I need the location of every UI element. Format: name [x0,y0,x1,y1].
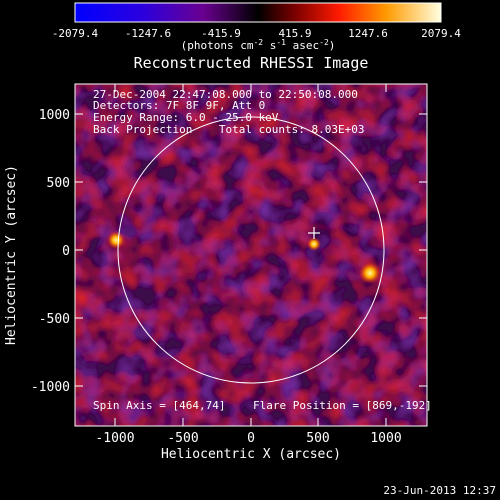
info-method-counts: Back Projection Total counts: 8.03E+03 [93,123,365,136]
colorbar-tick-label: 2079.4 [421,27,461,40]
colorbar-tick-label: -415.9 [201,27,241,40]
colorbar-tick-label: 415.9 [278,27,311,40]
hot-source [359,262,381,284]
y-tick-label: 500 [47,176,70,191]
colorbar-units: (photons cm-2 s-1 asec-2) [181,38,336,52]
image-plot [75,84,427,426]
y-tick-label: -1000 [31,380,70,395]
info-time-range: 27-Dec-2004 22:47:08.000 to 22:50:08.000 [93,88,358,101]
colorbar: -2079.4 -1247.6 -415.9 415.9 1247.6 2079.4 [52,2,461,40]
hot-source [107,231,125,249]
spin-axis-text: Spin Axis = [464,74] [93,399,225,412]
axis-ticks [75,84,427,426]
x-tick-label: 500 [306,431,329,446]
flare-position-text: Flare Position = [869,-192] [253,399,432,412]
y-axis-label: Heliocentric Y (arcsec) [4,165,19,345]
colorbar-ticks: -2079.4 -1247.6 -415.9 415.9 1247.6 2079.4 [52,27,461,40]
x-tick-label: -1000 [95,431,134,446]
solar-limb [117,116,385,384]
colorbar-tick-label: -2079.4 [52,27,99,40]
image-data [75,84,427,426]
y-tick-label: 0 [62,244,70,259]
colorbar-tick-label: -1247.6 [125,27,171,40]
plot-title: Reconstructed RHESSI Image [134,54,369,72]
colorbar-gradient [74,2,442,23]
info-block: 27-Dec-2004 22:47:08.000 to 22:50:08.000… [93,88,365,136]
colorbar-tick-label: 1247.6 [348,27,388,40]
y-tick-label: -500 [39,312,70,327]
x-axis-label: Heliocentric X (arcsec) [161,447,341,462]
timestamp: 23-Jun-2013 12:37 [383,484,496,497]
x-tick-label: 1000 [370,431,401,446]
y-tick-label: 1000 [39,108,70,123]
spin-axis-marker [308,227,320,239]
hot-source [307,237,321,251]
info-detectors: Detectors: 7F 8F 9F, Att 0 [93,99,265,112]
x-tick-label: 0 [247,431,255,446]
info-energy-range: Energy Range: 6.0 - 25.0 keV [93,111,279,124]
x-tick-label: -500 [167,431,198,446]
axis-tick-labels: -1000 -500 0 500 1000 1000 500 0 -500 -1000 [31,108,402,446]
